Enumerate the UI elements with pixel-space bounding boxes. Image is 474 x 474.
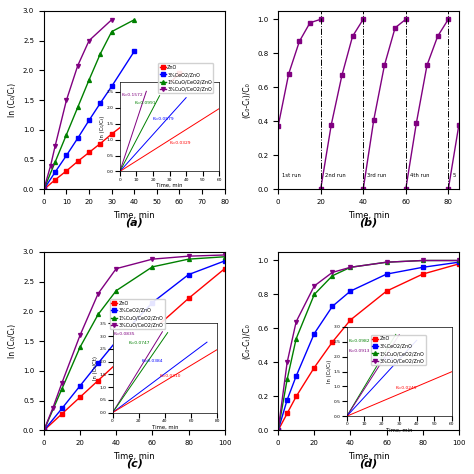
Y-axis label: (C₀-Cₜ)/C₀: (C₀-Cₜ)/C₀ <box>243 82 252 118</box>
Y-axis label: (C₀-Cₜ)/C₀: (C₀-Cₜ)/C₀ <box>243 323 252 359</box>
Text: 2nd run: 2nd run <box>325 173 346 178</box>
Y-axis label: ln (C₀/Cₜ): ln (C₀/Cₜ) <box>9 324 18 358</box>
X-axis label: Time, min: Time, min <box>348 210 389 219</box>
X-axis label: Time, min: Time, min <box>348 452 389 461</box>
Y-axis label: ln (C₀/Cₜ): ln (C₀/Cₜ) <box>9 83 18 117</box>
Text: (c): (c) <box>126 458 143 468</box>
Text: 3rd run: 3rd run <box>367 173 387 178</box>
Text: 1st run: 1st run <box>283 173 301 178</box>
X-axis label: Time, min: Time, min <box>113 452 155 461</box>
Text: 5: 5 <box>453 173 456 178</box>
Legend: ZnO, 3%CeO2/ZnO, 1%CuO/CeO2/ZnO, 3%CuO/CeO2/ZnO: ZnO, 3%CeO2/ZnO, 1%CuO/CeO2/ZnO, 3%CuO/C… <box>371 335 426 365</box>
X-axis label: Time, min: Time, min <box>113 210 155 219</box>
Text: (a): (a) <box>126 217 143 227</box>
Text: (d): (d) <box>359 458 378 468</box>
Legend: ZnO, 3%CeO2/ZnO, 1%CuO/CeO2/ZnO, 3%CuO/CeO2/ZnO: ZnO, 3%CeO2/ZnO, 1%CuO/CeO2/ZnO, 3%CuO/C… <box>158 63 213 93</box>
Text: 4th run: 4th run <box>410 173 429 178</box>
Legend: ZnO, 3%CeO2/ZnO, 1%CuO/CeO2/ZnO, 3%CuO/CeO2/ZnO: ZnO, 3%CeO2/ZnO, 1%CuO/CeO2/ZnO, 3%CuO/C… <box>109 299 164 329</box>
Text: (b): (b) <box>359 217 378 227</box>
